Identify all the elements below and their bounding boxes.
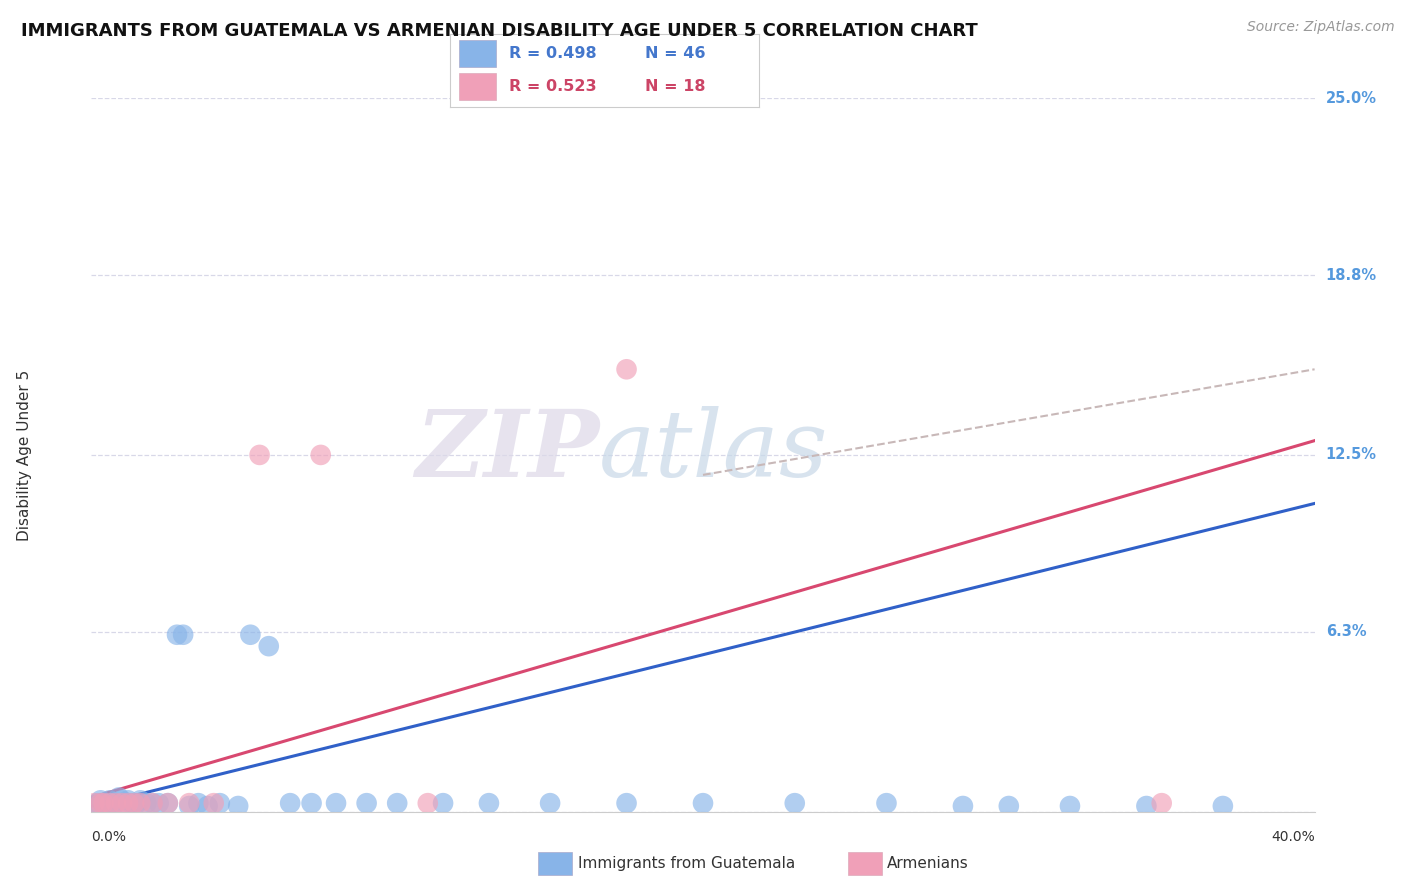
Point [952, 799, 974, 814]
Point [98, 793, 121, 807]
Point [616, 796, 638, 810]
Text: 12.5%: 12.5% [1326, 448, 1376, 462]
Text: atlas: atlas [599, 407, 828, 496]
Point [129, 793, 152, 807]
Point [692, 796, 714, 810]
Text: Source: ZipAtlas.com: Source: ZipAtlas.com [1247, 20, 1395, 34]
Point [141, 796, 163, 810]
Text: 0.0%: 0.0% [91, 830, 127, 844]
Text: 40.0%: 40.0% [1271, 830, 1315, 844]
Point [1135, 799, 1157, 814]
Text: 6.3%: 6.3% [1326, 624, 1367, 640]
Point [90, 796, 112, 810]
Point [166, 628, 188, 642]
Point [114, 796, 136, 810]
Point [257, 639, 280, 653]
Point [187, 796, 209, 810]
Point [478, 796, 501, 810]
Point [90, 793, 112, 807]
Text: 18.8%: 18.8% [1326, 268, 1376, 283]
Bar [460, 73, 496, 100]
Point [141, 796, 163, 810]
Point [111, 796, 134, 810]
Point [86, 796, 108, 810]
Point [1150, 796, 1173, 810]
Point [104, 796, 127, 810]
Point [301, 796, 323, 810]
Point [325, 796, 347, 810]
Point [98, 796, 121, 810]
Point [120, 796, 142, 810]
Point [93, 796, 115, 810]
Point [197, 799, 219, 814]
Point [96, 799, 118, 814]
Point [93, 796, 115, 810]
Bar [460, 40, 496, 67]
Point [356, 796, 378, 810]
Text: N = 18: N = 18 [645, 79, 706, 94]
Point [117, 796, 139, 810]
Point [278, 796, 301, 810]
Point [783, 796, 806, 810]
Point [111, 793, 134, 807]
Point [156, 796, 179, 810]
Point [83, 796, 105, 810]
Point [135, 796, 157, 810]
Point [226, 799, 249, 814]
Point [208, 796, 231, 810]
Point [179, 799, 201, 814]
Point [416, 796, 439, 810]
Point [998, 799, 1021, 814]
Point [117, 793, 139, 807]
Text: Immigrants from Guatemala: Immigrants from Guatemala [578, 856, 796, 871]
Point [239, 628, 262, 642]
Text: 25.0%: 25.0% [1326, 91, 1376, 105]
Point [202, 796, 225, 810]
Point [108, 790, 131, 805]
Point [179, 796, 201, 810]
Point [1059, 799, 1081, 814]
Point [172, 628, 194, 642]
Point [122, 796, 145, 810]
Point [156, 796, 179, 810]
Point [309, 448, 332, 462]
Text: R = 0.523: R = 0.523 [509, 79, 596, 94]
Point [129, 796, 152, 810]
Point [127, 796, 149, 810]
Point [616, 362, 638, 376]
Point [432, 796, 454, 810]
Point [1212, 799, 1234, 814]
Text: N = 46: N = 46 [645, 46, 706, 62]
Point [875, 796, 898, 810]
Point [385, 796, 409, 810]
Text: Armenians: Armenians [887, 856, 969, 871]
Text: IMMIGRANTS FROM GUATEMALA VS ARMENIAN DISABILITY AGE UNDER 5 CORRELATION CHART: IMMIGRANTS FROM GUATEMALA VS ARMENIAN DI… [21, 22, 977, 40]
Text: R = 0.498: R = 0.498 [509, 46, 596, 62]
Point [122, 796, 145, 810]
Point [104, 796, 127, 810]
Point [249, 448, 271, 462]
Point [148, 796, 170, 810]
Text: Disability Age Under 5: Disability Age Under 5 [17, 369, 31, 541]
Point [83, 799, 105, 814]
Point [101, 796, 124, 810]
Text: ZIP: ZIP [415, 407, 599, 496]
Point [538, 796, 561, 810]
